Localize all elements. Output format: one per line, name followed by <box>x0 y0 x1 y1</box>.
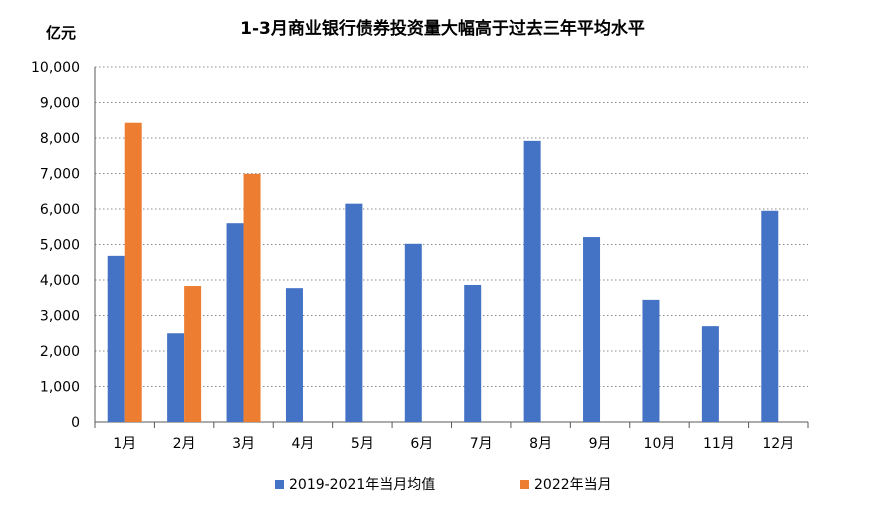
y-tick-label: 2,000 <box>40 344 80 360</box>
x-tick-label: 1月 <box>113 436 136 452</box>
bar-average <box>404 243 422 422</box>
y-tick-label: 9,000 <box>40 96 80 112</box>
y-axis-unit-label: 亿元 <box>46 24 77 42</box>
bar-average <box>761 210 779 422</box>
bar-average <box>226 223 244 422</box>
bar-2022 <box>184 286 202 422</box>
chart-title: 1-3月商业银行债券投资量大幅高于过去三年平均水平 <box>240 19 645 39</box>
legend: 2019-2021年当月均值 2022年当月 <box>0 474 885 496</box>
x-tick-label: 5月 <box>351 436 374 452</box>
bar-2022 <box>243 173 261 422</box>
bar-average <box>107 255 125 422</box>
x-tick-label: 12月 <box>762 436 794 452</box>
bar-average <box>345 203 363 422</box>
x-tick-label: 2月 <box>173 436 196 452</box>
x-tick-label: 4月 <box>291 436 314 452</box>
bar-average <box>167 333 185 422</box>
bar-average <box>642 299 660 422</box>
x-tick-label: 10月 <box>644 436 676 452</box>
x-tick-label: 3月 <box>232 436 255 452</box>
bar-average <box>523 140 541 422</box>
x-tick-label: 11月 <box>703 436 735 452</box>
legend-swatch-average <box>275 479 284 489</box>
x-tick-label: 8月 <box>529 436 552 452</box>
legend-item-average: 2019-2021年当月均值 <box>275 474 435 494</box>
legend-label-2022: 2022年当月 <box>534 477 612 493</box>
legend-label-average: 2019-2021年当月均值 <box>289 477 436 493</box>
y-tick-label: 8,000 <box>40 131 80 147</box>
bar-average <box>464 284 482 422</box>
x-tick-label: 7月 <box>470 436 493 452</box>
legend-item-2022: 2022年当月 <box>520 474 612 494</box>
bar-average <box>583 237 601 422</box>
x-tick-label: 9月 <box>589 436 612 452</box>
y-tick-label: 1,000 <box>40 380 80 396</box>
y-tick-label: 3,000 <box>40 309 80 325</box>
bar-average <box>285 288 303 422</box>
bar-2022 <box>124 122 142 423</box>
y-tick-label: 7,000 <box>40 167 80 183</box>
x-tick-label: 6月 <box>410 436 433 452</box>
y-tick-label: 5,000 <box>40 238 80 254</box>
y-tick-label: 0 <box>71 415 80 431</box>
y-tick-label: 6,000 <box>40 202 80 218</box>
y-tick-label: 10,000 <box>31 60 80 76</box>
y-tick-label: 4,000 <box>40 273 80 289</box>
bar-average <box>701 326 719 422</box>
legend-swatch-2022 <box>520 479 529 489</box>
